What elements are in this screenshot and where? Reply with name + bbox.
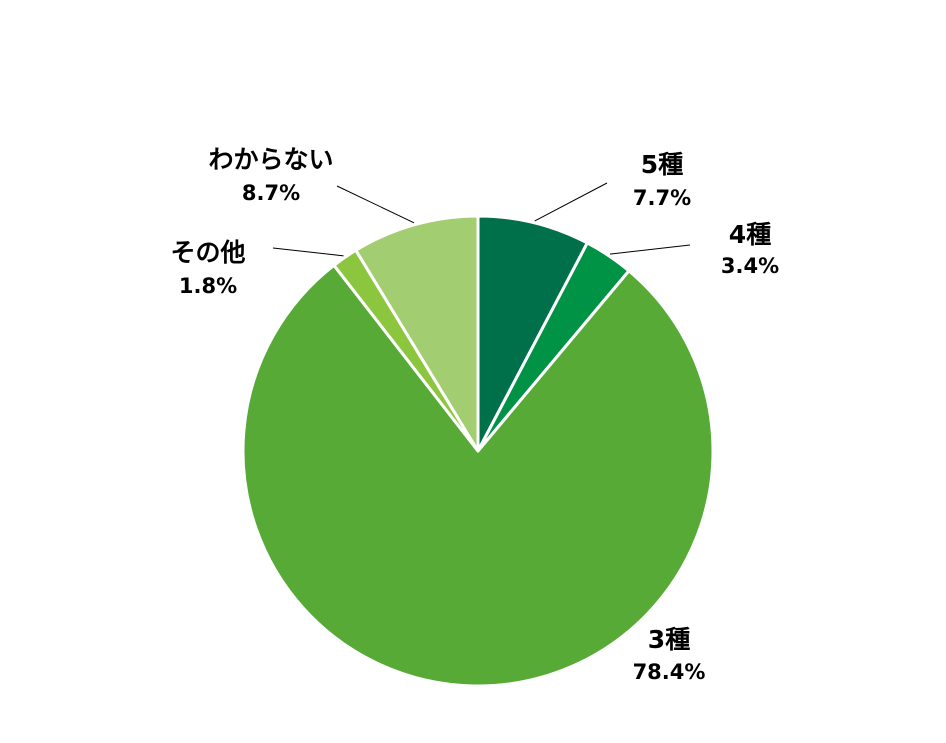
slice-value-label-5: 8.7% [242, 181, 300, 205]
slice-value-label-2: 3.4% [721, 254, 779, 278]
pie-slices [241, 214, 715, 688]
leader-line-1 [534, 182, 608, 222]
pie-slice-3 [241, 263, 715, 688]
slice-value-label-3: 78.4% [633, 660, 706, 684]
slice-value-label-4: 1.8% [179, 274, 237, 298]
leader-line-4 [272, 247, 344, 257]
pie-slice-5 [354, 214, 480, 453]
slice-value-label-1: 7.7% [633, 186, 691, 210]
slice-label-2: 4種 [729, 220, 771, 249]
slice-labels: 5種 7.7% 4種 3.4% 3種 78.4% その他 1.8% わからない 8.7% [170, 145, 779, 684]
pie-slice-1 [476, 214, 589, 453]
slice-label-5: わからない [208, 145, 333, 174]
slice-label-4: その他 [170, 238, 245, 267]
slice-label-1: 5種 [641, 150, 683, 179]
slice-label-3: 3種 [648, 625, 690, 654]
leader-line-5 [336, 185, 415, 224]
leader-line-2 [609, 244, 691, 255]
leader-lines [272, 182, 691, 257]
